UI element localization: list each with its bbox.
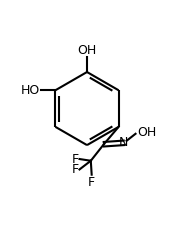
Text: HO: HO <box>21 84 40 97</box>
Text: F: F <box>72 163 79 176</box>
Text: OH: OH <box>137 126 156 139</box>
Text: F: F <box>72 153 79 165</box>
Text: OH: OH <box>77 44 97 57</box>
Text: F: F <box>88 176 95 188</box>
Text: N: N <box>119 136 129 149</box>
